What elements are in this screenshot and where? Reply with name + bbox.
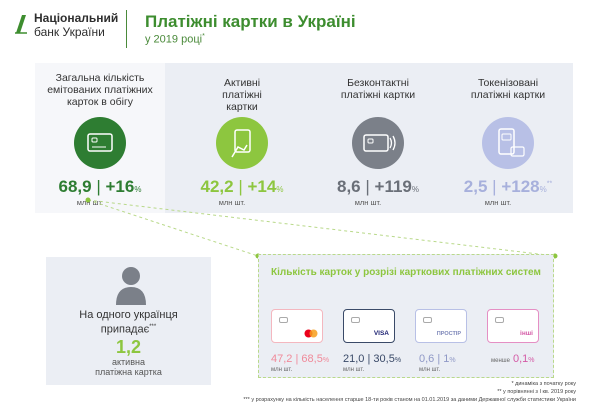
org-name-line2: банк України — [34, 25, 105, 39]
metric-circle — [74, 117, 126, 169]
metric-unit: млн шт. — [484, 198, 512, 207]
visa-logo: VISA — [373, 330, 389, 337]
system-value: 21,0 — [343, 353, 365, 365]
page-subtitle: у 2019 році* — [145, 33, 205, 46]
systems-title: Кількість карток у розрізі карткових пла… — [271, 267, 541, 278]
system-share-unit: % — [528, 357, 535, 364]
org-name-line1: Національний — [34, 11, 119, 25]
metric-value: 2,5 — [463, 177, 488, 196]
metric-change: +119 — [374, 177, 412, 196]
mastercard-value: 47,2 | 68,5% — [271, 353, 330, 365]
system-value: 0,6 — [419, 353, 435, 365]
metric-value: 42,2 — [200, 177, 234, 196]
subtitle-text: у 2019 році — [145, 33, 203, 46]
mastercard-unit: млн шт. — [271, 367, 293, 373]
other-card: інші — [487, 309, 539, 343]
metric-tokenized: Токенізовані платіжні картки 2,5 | +128%… — [443, 63, 573, 213]
metric-unit: млн шт. — [76, 198, 104, 207]
system-share: 0,1 — [513, 353, 529, 365]
separator: | — [238, 177, 243, 196]
visa-value: 21,0 | 30,5% — [343, 353, 402, 365]
per-capita-mark: *** — [149, 324, 157, 330]
metric-value-row: 42,2 | +14% — [177, 177, 307, 197]
person-icon — [116, 267, 146, 305]
page-title: Платіжні картки в Україні — [145, 12, 356, 31]
metric-change-mark: ** — [546, 180, 553, 188]
chip-icon — [495, 317, 504, 323]
metric-value-row: 2,5 | +128%** — [443, 177, 573, 197]
system-share-unit: % — [394, 357, 402, 364]
system-share-unit: % — [449, 357, 456, 364]
metrics-band: Загальна кількість емітованих платіжних … — [35, 63, 573, 213]
mastercard-logo-icon — [304, 329, 318, 338]
metric-label: Загальна кількість емітованих платіжних … — [47, 72, 153, 108]
metric-circle — [482, 117, 534, 169]
nbu-logo-icon — [15, 15, 27, 34]
other-value: менше 0,1% — [491, 353, 535, 365]
subtitle-mark: * — [202, 33, 205, 40]
phone-pay-icon — [498, 128, 525, 157]
card-icon — [87, 133, 113, 152]
per-capita-unit-line1: активна — [112, 357, 145, 367]
metric-active: Активні платіжні картки 42,2 | +14% млн … — [177, 63, 307, 213]
per-capita-line2: припадає — [100, 323, 150, 336]
metric-unit: млн шт. — [218, 198, 246, 207]
contactless-card-icon — [363, 134, 396, 152]
metric-change: +128 — [501, 177, 540, 196]
system-value: менше — [491, 358, 510, 364]
prostir-value: 0,6 | 1% — [419, 353, 456, 365]
per-capita-panel: На одного українця припадає*** 1,2 актив… — [46, 257, 211, 385]
mastercard-card — [271, 309, 323, 343]
metric-change: +16 — [105, 177, 135, 196]
metric-change-unit: % — [134, 185, 142, 194]
system-value: 47,2 — [271, 353, 293, 365]
footnote-1: * динаміка з початку року — [511, 381, 576, 387]
system-share: 68,5 — [301, 353, 323, 365]
separator: | — [365, 177, 370, 196]
hand-card-icon — [231, 129, 251, 158]
chip-icon — [351, 317, 360, 323]
per-capita-value: 1,2 — [115, 337, 142, 357]
visa-card: VISA — [343, 309, 395, 343]
metric-value: 8,6 — [336, 177, 361, 196]
chip-icon — [279, 317, 288, 323]
metric-value-row: 8,6 | +119% — [313, 177, 443, 197]
per-capita-text: На одного українця припадає*** — [46, 309, 211, 336]
metric-value: 68,9 — [58, 177, 92, 196]
prostir-card: ПРОСТІР — [415, 309, 467, 343]
metric-value-row: 68,9 | +16% — [35, 177, 165, 197]
metric-change-unit: % — [539, 185, 547, 194]
prostir-logo: ПРОСТІР — [436, 331, 461, 337]
system-share: 30,5 — [373, 353, 395, 365]
org-name: Національний банк України — [34, 11, 118, 39]
system-share: 1 — [443, 353, 450, 365]
system-share-unit: % — [322, 357, 330, 364]
footnote-3: *** у розрахунку на кількість населення … — [243, 397, 576, 403]
prostir-unit: млн шт. — [419, 367, 441, 373]
per-capita-line1: На одного українця — [79, 309, 178, 321]
metric-change: +14 — [247, 177, 277, 196]
metric-circle — [216, 117, 268, 169]
metric-circle — [352, 117, 404, 169]
metric-unit: млн шт. — [354, 198, 382, 207]
chip-icon — [423, 317, 432, 323]
metric-label: Токенізовані платіжні картки — [470, 77, 546, 101]
metric-change-unit: % — [411, 185, 419, 194]
metric-label: Активні платіжні картки — [222, 77, 262, 113]
footnote-2: ** у порівнянні з І кв. 2019 року — [497, 389, 576, 395]
per-capita-line2-row: припадає*** — [46, 321, 211, 336]
metric-label: Безконтактні платіжні картки — [340, 77, 416, 101]
per-capita-unit: активна платіжна картка — [46, 357, 211, 377]
visa-unit: млн шт. — [343, 367, 365, 373]
per-capita-unit-line2: платіжна картка — [95, 367, 162, 377]
metric-contactless: Безконтактні платіжні картки 8,6 | +119%… — [313, 63, 443, 213]
metric-total: Загальна кількість емітованих платіжних … — [35, 63, 165, 213]
separator: | — [96, 177, 101, 196]
header: Національний банк України Платіжні картк… — [0, 0, 590, 60]
header-divider — [126, 10, 127, 48]
metric-change-unit: % — [276, 185, 284, 194]
other-logo: інші — [520, 330, 533, 337]
payment-systems-panel: Кількість карток у розрізі карткових пла… — [258, 254, 554, 378]
separator: | — [492, 177, 497, 196]
